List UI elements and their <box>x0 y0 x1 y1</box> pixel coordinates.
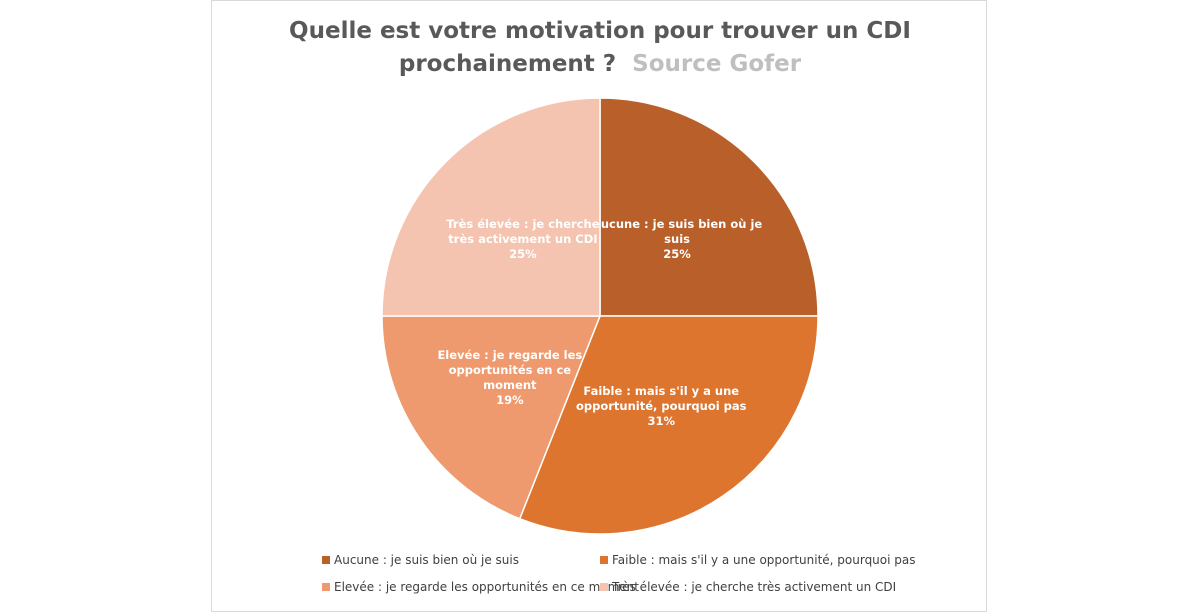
chart-subtitle: Source Gofer <box>632 51 802 77</box>
slice-label-line: opportunité, pourquoi pas <box>576 399 747 413</box>
slice-label-line: Aucune : je suis bien où je <box>592 217 762 231</box>
pie-slice-2 <box>518 315 819 535</box>
chart-title-line1: Quelle est votre motivation pour trouver… <box>289 18 911 44</box>
legend-item-1: Aucune : je suis bien où je suis <box>322 553 519 567</box>
legend-swatch <box>600 556 608 564</box>
slice-label-line: Elevée : je regarde les <box>437 348 582 362</box>
legend-item-4: Très élevée : je cherche très activement… <box>600 580 896 594</box>
pie-slice-3 <box>381 315 602 520</box>
slice-label-line: très activement un CDI <box>448 232 597 246</box>
legend-swatch <box>600 583 608 591</box>
slice-value-label: 19% <box>496 393 524 407</box>
legend-swatch <box>322 556 330 564</box>
slice-label-line: Très élevée : je cherche <box>446 217 599 231</box>
legend-item-2: Faible : mais s'il y a une opportunité, … <box>600 553 916 567</box>
legend-label: Aucune : je suis bien où je suis <box>334 553 519 567</box>
slice-label-2: Faible : mais s'il y a une opportunité, p… <box>576 384 747 428</box>
slice-label-line: opportunités en ce <box>449 363 572 377</box>
slice-value-label: 31% <box>648 414 676 428</box>
legend-label: Faible : mais s'il y a une opportunité, … <box>612 553 916 567</box>
legend-label: Elevée : je regarde les opportunités en … <box>334 580 639 594</box>
pie-chart: Aucune : je suis bien où je suis 25%Faible… <box>381 97 819 535</box>
legend-label: Très élevée : je cherche très activement… <box>612 580 897 594</box>
legend-swatch <box>322 583 330 591</box>
slice-label-line: Faible : mais s'il y a une <box>583 384 739 398</box>
slice-label-3: Elevée : je regarde les opportunités en c… <box>437 348 582 407</box>
slice-label-4: Très élevée : je cherche très activement … <box>446 217 599 261</box>
chart-area: Quelle est votre motivation pour trouver… <box>211 0 987 612</box>
chart-title: Quelle est votre motivation pour trouver… <box>212 15 988 81</box>
legend-item-3: Elevée : je regarde les opportunités en … <box>322 580 639 594</box>
slice-label-line: suis <box>664 232 690 246</box>
slice-value-label: 25% <box>509 247 537 261</box>
slice-value-label: 25% <box>663 247 691 261</box>
slice-label-line: moment <box>483 378 537 392</box>
pie-slice-4 <box>381 97 601 317</box>
slice-label-1: Aucune : je suis bien où je suis 25% <box>592 217 762 261</box>
pie-slice-1 <box>599 97 819 317</box>
chart-title-line2: prochainement ? <box>398 51 617 77</box>
